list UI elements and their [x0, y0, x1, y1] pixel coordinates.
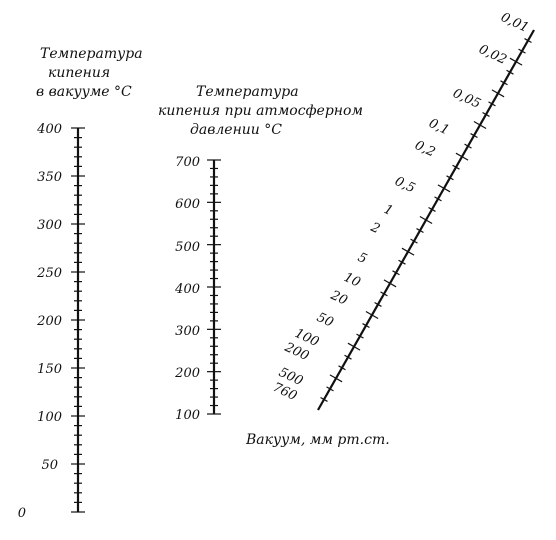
- atm-tick-label-100: 100: [175, 408, 200, 423]
- atm-temp-scale: Температура кипения при атмосферном давл…: [158, 84, 363, 423]
- pressure-major-tick: [329, 374, 343, 383]
- pressure-tick-label-0-05: 0,05: [450, 86, 483, 112]
- pressure-minor-tick: [452, 164, 460, 170]
- pressure-tick-label-20: 20: [327, 288, 349, 309]
- pressure-tick-label-10: 10: [341, 270, 362, 291]
- vacuum-tick-label-200: 200: [36, 314, 62, 329]
- pressure-tick-label-0-2: 0,2: [412, 138, 437, 160]
- pressure-major-tick: [383, 279, 397, 288]
- atm-scale-ticks: [207, 159, 221, 415]
- vacuum-tick-label-50: 50: [41, 458, 58, 473]
- pressure-minor-tick: [410, 238, 418, 244]
- pressure-major-tick: [473, 121, 487, 129]
- pressure-tick-label-0-01: 0,01: [498, 10, 531, 36]
- pressure-major-tick: [491, 89, 505, 98]
- pressure-major-tick: [365, 311, 379, 319]
- pressure-major-tick: [401, 247, 415, 256]
- vacuum-tick-label-150: 150: [37, 362, 62, 377]
- pressure-minor-tick: [506, 69, 514, 75]
- vacuum-tick-label-250: 250: [36, 266, 62, 281]
- pressure-minor-tick: [326, 386, 334, 392]
- pressure-minor-tick: [344, 354, 352, 360]
- pressure-minor-tick: [500, 80, 508, 86]
- pressure-minor-tick: [518, 48, 526, 54]
- vacuum-tick-label-100: 100: [37, 410, 62, 425]
- vacuum-tick-label-350: 350: [37, 170, 62, 185]
- pressure-minor-tick: [380, 291, 388, 297]
- pressure-tick-label-5: 5: [355, 250, 369, 267]
- pressure-major-tick: [437, 184, 451, 193]
- pressure-minor-tick: [338, 365, 346, 371]
- pressure-minor-tick: [524, 38, 532, 44]
- pressure-tick-label-0-5: 0,5: [392, 174, 417, 196]
- pressure-tick-label-2: 2: [367, 220, 382, 238]
- pressure-scale: 0,01 0,02 0,05 0,1 0,2 0,5 1 2 5 10 20 5…: [245, 10, 535, 448]
- pressure-major-tick: [347, 342, 361, 351]
- pressure-minor-tick: [374, 301, 382, 307]
- atm-tick-label-300: 300: [175, 324, 200, 339]
- pressure-tick-label-0-02: 0,02: [476, 42, 509, 68]
- vacuum-scale-title-line-1: Температура: [40, 46, 143, 62]
- pressure-minor-tick: [464, 143, 472, 149]
- pressure-minor-tick: [482, 111, 490, 117]
- pressure-scale-ticks: [320, 38, 532, 402]
- pressure-minor-tick: [356, 333, 364, 339]
- pressure-minor-tick: [428, 206, 436, 212]
- pressure-minor-tick: [362, 323, 370, 329]
- atm-tick-label-500: 500: [175, 240, 200, 255]
- pressure-tick-label-1: 1: [381, 202, 395, 219]
- vacuum-tick-label-400: 400: [36, 122, 62, 137]
- pressure-minor-tick: [392, 270, 400, 276]
- atm-tick-label-700: 700: [175, 155, 200, 170]
- pressure-minor-tick: [398, 259, 406, 265]
- pressure-major-tick: [419, 216, 433, 224]
- vacuum-temp-scale: Температура кипения в вакууме °С 400 350…: [18, 46, 143, 521]
- pressure-minor-tick: [434, 196, 442, 202]
- vacuum-scale-title-line-3: в вакууме °С: [36, 84, 132, 100]
- vacuum-tick-label-300: 300: [37, 218, 62, 233]
- vacuum-scale-ticks: [71, 127, 85, 513]
- atm-scale-title-line-1: Температура: [196, 84, 299, 100]
- pressure-minor-tick: [320, 396, 328, 402]
- vacuum-tick-label-0: 0: [18, 506, 26, 521]
- pressure-minor-tick: [416, 228, 424, 234]
- vacuum-scale-title-line-2: кипения: [48, 65, 110, 81]
- atm-scale-title-line-2: кипения при атмосферном: [158, 103, 363, 119]
- pressure-major-tick: [455, 152, 469, 161]
- atm-scale-title-line-3: давлении °С: [190, 122, 282, 138]
- pressure-tick-label-50: 50: [314, 310, 335, 331]
- pressure-minor-tick: [470, 133, 478, 139]
- pressure-minor-tick: [446, 175, 454, 181]
- pressure-scale-title: Вакуум, мм рт.ст.: [245, 432, 390, 448]
- atm-tick-label-400: 400: [174, 282, 200, 297]
- pressure-minor-tick: [488, 101, 496, 107]
- pressure-major-tick: [509, 57, 523, 66]
- pressure-tick-label-0-1: 0,1: [426, 116, 451, 138]
- atm-tick-label-600: 600: [175, 197, 200, 212]
- atm-tick-label-200: 200: [174, 366, 200, 381]
